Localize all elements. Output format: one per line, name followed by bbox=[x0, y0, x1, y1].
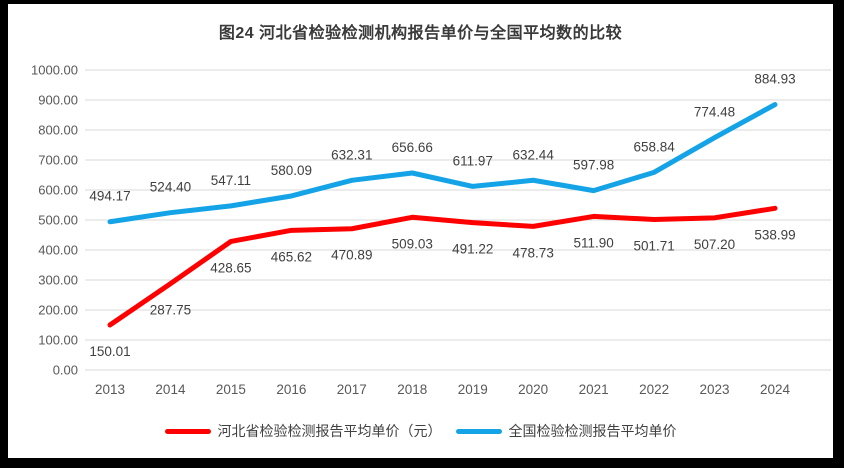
data-label-national-2024: 884.93 bbox=[754, 72, 795, 87]
x-axis-tick-label: 2023 bbox=[700, 382, 730, 397]
data-label-national-2015: 547.11 bbox=[211, 173, 251, 188]
chart-title: 图24 河北省检验检测机构报告单价与全国平均数的比较 bbox=[218, 25, 623, 42]
legend-line-swatch-hebei bbox=[164, 428, 211, 434]
series-line-national bbox=[107, 102, 778, 225]
x-axis-tick-label: 2020 bbox=[518, 382, 548, 397]
data-label-hebei-2017: 470.89 bbox=[331, 248, 372, 263]
data-label-national-2022: 658.84 bbox=[633, 139, 675, 154]
y-axis-tick-label: 0.00 bbox=[53, 363, 78, 378]
data-label-hebei-2023: 507.20 bbox=[694, 237, 735, 252]
legend-label-hebei: 河北省检验检测报告平均单价（元） bbox=[217, 423, 442, 439]
x-axis-tick-label: 2019 bbox=[458, 382, 488, 397]
x-axis-tick-label: 2017 bbox=[337, 382, 367, 397]
x-axis-tick-label: 2016 bbox=[276, 382, 306, 397]
legend-item-national: 全国检验检测报告平均单价 bbox=[455, 421, 677, 441]
data-label-national-2014: 524.40 bbox=[150, 180, 191, 195]
data-label-national-2016: 580.09 bbox=[271, 163, 312, 178]
data-label-hebei-2018: 509.03 bbox=[392, 236, 433, 251]
line-chart: 0.00 100.00 200.00 300.00 400.00 500.00 600.00… bbox=[31, 63, 831, 397]
y-axis-tick-label: 900.00 bbox=[38, 93, 78, 108]
data-label-national-2021: 597.98 bbox=[573, 158, 614, 173]
data-label-hebei-2016: 465.62 bbox=[271, 249, 312, 264]
x-axis-tick-label: 2013 bbox=[95, 382, 125, 397]
data-label-hebei-2020: 478.73 bbox=[513, 245, 554, 260]
x-axis-tick-label: 2021 bbox=[579, 382, 609, 397]
data-label-national-2013: 494.17 bbox=[89, 189, 130, 204]
y-axis-tick-label: 200.00 bbox=[38, 303, 78, 318]
y-axis-tick-label: 300.00 bbox=[38, 273, 78, 288]
x-axis-tick-label: 2022 bbox=[639, 382, 669, 397]
legend-label-national: 全国检验检测报告平均单价 bbox=[508, 423, 677, 439]
chart-page: 图24 河北省检验检测机构报告单价与全国平均数的比较 0.00 100.00 200… bbox=[8, 4, 833, 458]
data-label-hebei-2022: 501.71 bbox=[633, 238, 674, 253]
data-label-hebei-2015: 428.65 bbox=[210, 260, 251, 275]
x-axis-tick-label: 2018 bbox=[397, 382, 427, 397]
data-label-national-2023: 774.48 bbox=[694, 105, 735, 120]
y-axis-tick-label: 500.00 bbox=[38, 213, 78, 228]
data-label-hebei-2021: 511.90 bbox=[573, 235, 613, 250]
x-axis-tick-label: 2024 bbox=[760, 382, 791, 397]
data-label-national-2017: 632.31 bbox=[331, 147, 372, 162]
data-label-hebei-2019: 491.22 bbox=[452, 242, 493, 257]
x-axis-tick-label: 2015 bbox=[216, 382, 246, 397]
data-label-hebei-2024: 538.99 bbox=[754, 227, 795, 242]
y-axis-tick-label: 400.00 bbox=[38, 243, 78, 258]
data-label-hebei-2014: 287.75 bbox=[150, 303, 191, 318]
data-label-national-2018: 656.66 bbox=[392, 140, 433, 155]
x-axis-tick-label: 2014 bbox=[155, 382, 186, 397]
y-axis-tick-label: 600.00 bbox=[38, 183, 78, 198]
data-label-national-2019: 611.97 bbox=[453, 153, 493, 168]
legend-line-swatch-national bbox=[455, 428, 502, 434]
y-axis-tick-label: 700.00 bbox=[38, 153, 78, 168]
y-axis-tick-label: 100.00 bbox=[38, 333, 78, 348]
y-axis-tick-label: 1000.00 bbox=[31, 63, 78, 78]
data-label-hebei-2013: 150.01 bbox=[89, 344, 130, 359]
series-line-hebei bbox=[107, 205, 778, 328]
chart-legend: 河北省检验检测报告平均单价（元） 全国检验检测报告平均单价 bbox=[8, 421, 833, 441]
y-axis-tick-label: 800.00 bbox=[38, 123, 78, 138]
legend-item-hebei: 河北省检验检测报告平均单价（元） bbox=[164, 421, 442, 441]
data-label-national-2020: 632.44 bbox=[513, 147, 555, 162]
